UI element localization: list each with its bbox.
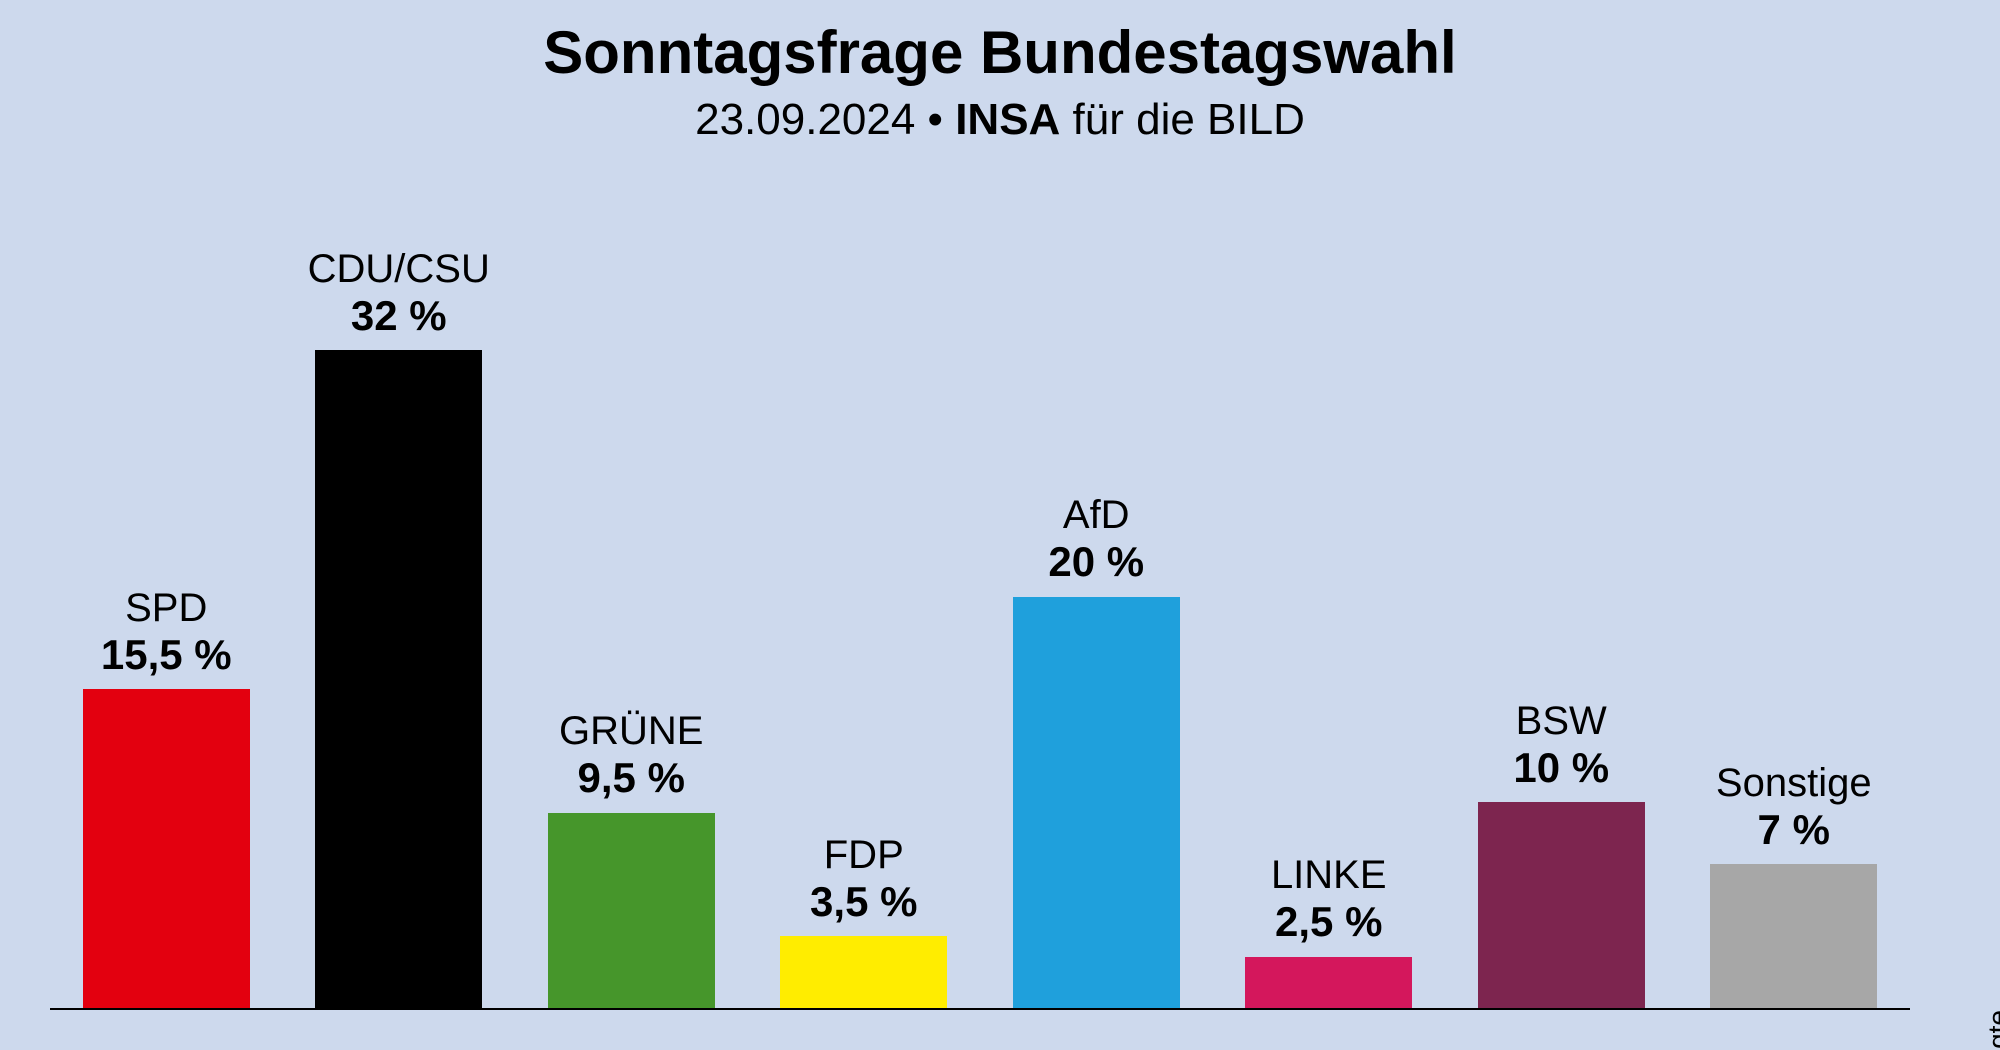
party-value: 20 %	[1048, 538, 1144, 586]
subtitle-institute: INSA	[955, 95, 1060, 144]
bar-slot: Sonstige7 %	[1678, 190, 1911, 1008]
bar-label: LINKE2,5 %	[1271, 852, 1387, 946]
party-name: CDU/CSU	[308, 246, 490, 292]
subtitle-separator: •	[915, 95, 955, 144]
party-value: 7 %	[1716, 806, 1872, 854]
bar-label: FDP3,5 %	[810, 832, 917, 926]
bar-slot: GRÜNE9,5 %	[515, 190, 748, 1008]
bar-label: Sonstige7 %	[1716, 760, 1872, 854]
bar-slot: LINKE2,5 %	[1213, 190, 1446, 1008]
party-value: 9,5 %	[559, 754, 703, 802]
chart-subtitle: 23.09.2024 • INSA für die BILD	[0, 94, 2000, 147]
party-value: 32 %	[308, 292, 490, 340]
party-name: FDP	[810, 832, 917, 878]
party-value: 10 %	[1513, 744, 1609, 792]
bar-slot: AfD20 %	[980, 190, 1213, 1008]
party-name: GRÜNE	[559, 708, 703, 754]
bar-slot: BSW10 %	[1445, 190, 1678, 1008]
bar-label: CDU/CSU32 %	[308, 246, 490, 340]
bar-slot: CDU/CSU32 %	[283, 190, 516, 1008]
party-name: BSW	[1513, 698, 1609, 744]
bar	[1245, 957, 1412, 1008]
party-value: 15,5 %	[101, 631, 232, 679]
bar-label: GRÜNE9,5 %	[559, 708, 703, 802]
bar	[1478, 802, 1645, 1008]
chart-title: Sonntagsfrage Bundestagswahl	[0, 20, 2000, 86]
x-axis-baseline	[50, 1008, 1910, 1010]
bar-label: BSW10 %	[1513, 698, 1609, 792]
bar	[83, 689, 250, 1008]
survey-footnote: Online-Panel-Befragung vom 20.–23.9.2024…	[1982, 1010, 2000, 1050]
bar	[780, 936, 947, 1008]
bar-slot: FDP3,5 %	[748, 190, 981, 1008]
poll-chart: Sonntagsfrage Bundestagswahl 23.09.2024 …	[0, 0, 2000, 1050]
subtitle-rest: für die BILD	[1060, 95, 1305, 144]
bar	[1013, 597, 1180, 1008]
bars-container: SPD15,5 % CDU/CSU32 % GRÜNE9,5 % FDP3,5 % Af…	[50, 190, 1910, 1008]
party-name: Sonstige	[1716, 760, 1872, 806]
bar	[548, 813, 715, 1008]
bar-label: SPD15,5 %	[101, 585, 232, 679]
subtitle-date: 23.09.2024	[695, 95, 915, 144]
bar	[315, 350, 482, 1008]
party-value: 2,5 %	[1271, 898, 1387, 946]
party-name: LINKE	[1271, 852, 1387, 898]
title-block: Sonntagsfrage Bundestagswahl 23.09.2024 …	[0, 0, 2000, 147]
bar-slot: SPD15,5 %	[50, 190, 283, 1008]
bar-label: AfD20 %	[1048, 492, 1144, 586]
party-name: AfD	[1048, 492, 1144, 538]
bar	[1710, 864, 1877, 1008]
party-value: 3,5 %	[810, 878, 917, 926]
party-name: SPD	[101, 585, 232, 631]
plot-area: SPD15,5 % CDU/CSU32 % GRÜNE9,5 % FDP3,5 % Af…	[50, 190, 1910, 1010]
